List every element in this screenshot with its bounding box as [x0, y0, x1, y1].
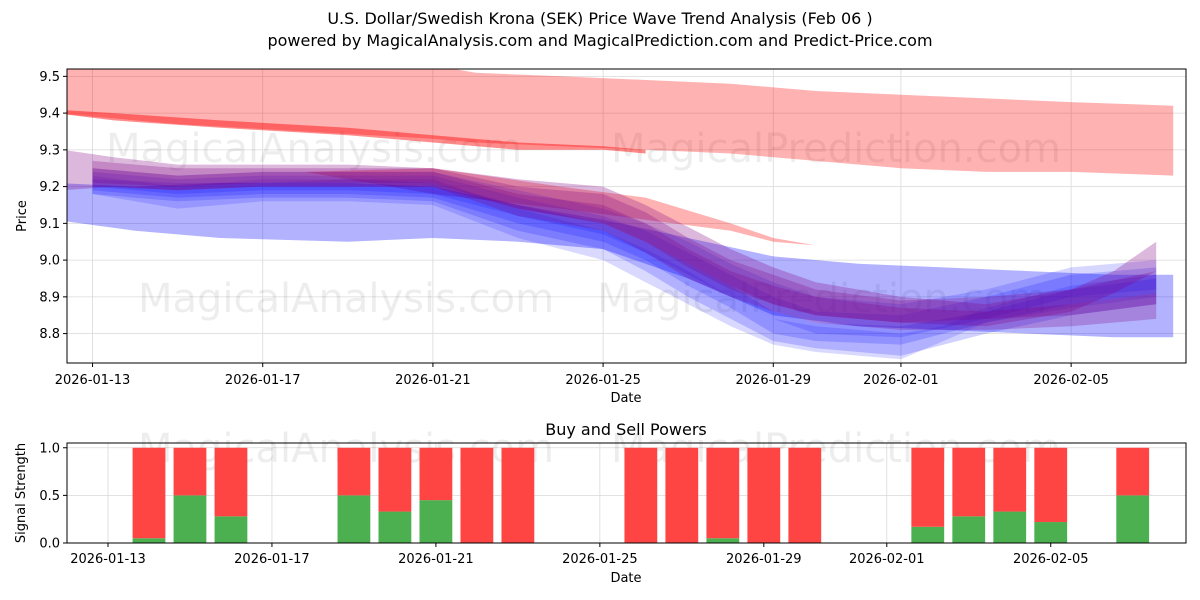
band-blue-wave-1	[92, 171, 1157, 345]
band-blue-wave-4	[92, 175, 1157, 360]
sell-power-bar	[747, 447, 781, 543]
signal-y-label: Signal Strength	[14, 443, 29, 543]
price-y-tick-label: 9.5	[39, 70, 60, 85]
watermark-text: MagicalPrediction.com	[611, 126, 1061, 172]
signal-x-tick-label: 2026-02-05	[1013, 552, 1089, 567]
price-x-tick-label: 2026-01-21	[395, 373, 471, 388]
price-x-tick-label: 2026-02-05	[1033, 373, 1109, 388]
signal-y-ticks: 0.0 0.5 1.0	[39, 441, 67, 552]
price-y-tick-label: 9.2	[39, 180, 60, 195]
signal-axes-frame	[66, 442, 1187, 544]
sell-power-bar	[952, 447, 986, 517]
price-y-label: Price	[15, 200, 30, 232]
buy-power-bar	[173, 495, 207, 543]
sell-power-bar	[1116, 447, 1150, 496]
sell-power-bar	[132, 447, 166, 539]
sell-power-bar	[460, 447, 494, 543]
watermark-text: MagicalAnalysis.com	[138, 276, 554, 322]
buy-power-bar	[378, 511, 412, 543]
signal-x-tick-label: 2026-01-25	[562, 552, 638, 567]
price-grid	[67, 69, 1186, 363]
price-y-tick-label: 9.1	[39, 217, 60, 232]
buy-power-bar	[911, 526, 945, 543]
buy-power-bar	[214, 516, 248, 543]
buy-power-bar	[706, 538, 740, 543]
sell-power-bar	[1034, 447, 1068, 523]
price-y-ticks: 8.8 8.9 9.0 9.1 9.2 9.3 9.4 9.5	[39, 70, 67, 342]
signal-x-tick-label: 2026-01-17	[234, 552, 310, 567]
signal-x-tick-label: 2026-01-13	[70, 552, 146, 567]
price-y-tick-label: 9.0	[39, 254, 60, 269]
signal-x-tick-label: 2026-01-29	[726, 552, 802, 567]
buy-power-bar	[419, 500, 453, 543]
sell-power-bar	[419, 447, 453, 501]
buy-power-bar	[1034, 522, 1068, 543]
price-axes-frame	[66, 68, 1187, 364]
sell-power-bar	[911, 447, 945, 527]
price-bands	[67, 69, 1174, 360]
watermark-text: MagicalPrediction.com	[597, 276, 1047, 322]
buy-power-bar	[1116, 495, 1150, 543]
band-purple-wave-3	[92, 168, 1157, 330]
band-red-trend-line	[67, 110, 646, 154]
sell-power-bar	[993, 447, 1027, 512]
signal-x-label: Date	[610, 571, 641, 586]
price-x-tick-label: 2026-02-01	[863, 373, 939, 388]
sell-power-bar	[788, 447, 822, 543]
watermark-text: MagicalAnalysis.com	[106, 126, 522, 172]
price-x-tick-label: 2026-01-17	[225, 373, 301, 388]
signal-x-tick-label: 2026-02-01	[849, 552, 925, 567]
band-red-band-upper	[67, 69, 1174, 176]
sell-power-bar	[665, 447, 699, 543]
price-x-tick-label: 2026-01-13	[55, 373, 131, 388]
price-watermarks: MagicalAnalysis.com MagicalPrediction.com…	[106, 126, 1061, 322]
band-blue-wave-3	[92, 168, 1157, 338]
price-x-tick-label: 2026-01-25	[565, 373, 641, 388]
buy-power-bar	[337, 495, 371, 543]
signal-y-tick-label: 1.0	[39, 441, 60, 456]
band-purple-wave-1	[67, 150, 1157, 327]
figure-subtitle: powered by MagicalAnalysis.com and Magic…	[267, 31, 933, 50]
figure-title: U.S. Dollar/Swedish Krona (SEK) Price Wa…	[327, 9, 873, 28]
band-blue-band-wide	[67, 182, 1174, 338]
signal-bars	[132, 447, 1150, 543]
signal-x-tick-label: 2026-01-21	[398, 552, 474, 567]
sell-power-bar	[378, 447, 412, 512]
sell-power-bar	[501, 447, 535, 543]
band-purple-wave-2	[92, 160, 1157, 323]
signal-y-tick-label: 0.0	[39, 537, 60, 552]
sell-power-bar	[214, 447, 248, 517]
price-x-tick-label: 2026-01-29	[736, 373, 812, 388]
band-blue-wave-2	[92, 179, 1157, 356]
price-y-tick-label: 8.9	[39, 290, 60, 305]
buy-power-bar	[952, 516, 986, 543]
price-y-tick-label: 9.3	[39, 143, 60, 158]
sell-power-bar	[706, 447, 740, 539]
signal-x-ticks: 2026-01-13 2026-01-17 2026-01-21 2026-01-25…	[70, 543, 1089, 567]
buy-power-bar	[132, 538, 166, 543]
sell-power-bar	[173, 447, 207, 496]
signal-title: Buy and Sell Powers	[545, 420, 707, 439]
sell-power-bar	[337, 447, 371, 496]
price-y-tick-label: 9.4	[39, 107, 60, 122]
price-y-tick-label: 8.8	[39, 327, 60, 342]
price-x-ticks: 2026-01-13 2026-01-17 2026-01-21 2026-01-25…	[55, 363, 1109, 388]
buy-power-bar	[993, 511, 1027, 543]
signal-y-tick-label: 0.5	[39, 489, 60, 504]
sell-power-bar	[624, 447, 658, 543]
price-x-label: Date	[610, 391, 641, 406]
